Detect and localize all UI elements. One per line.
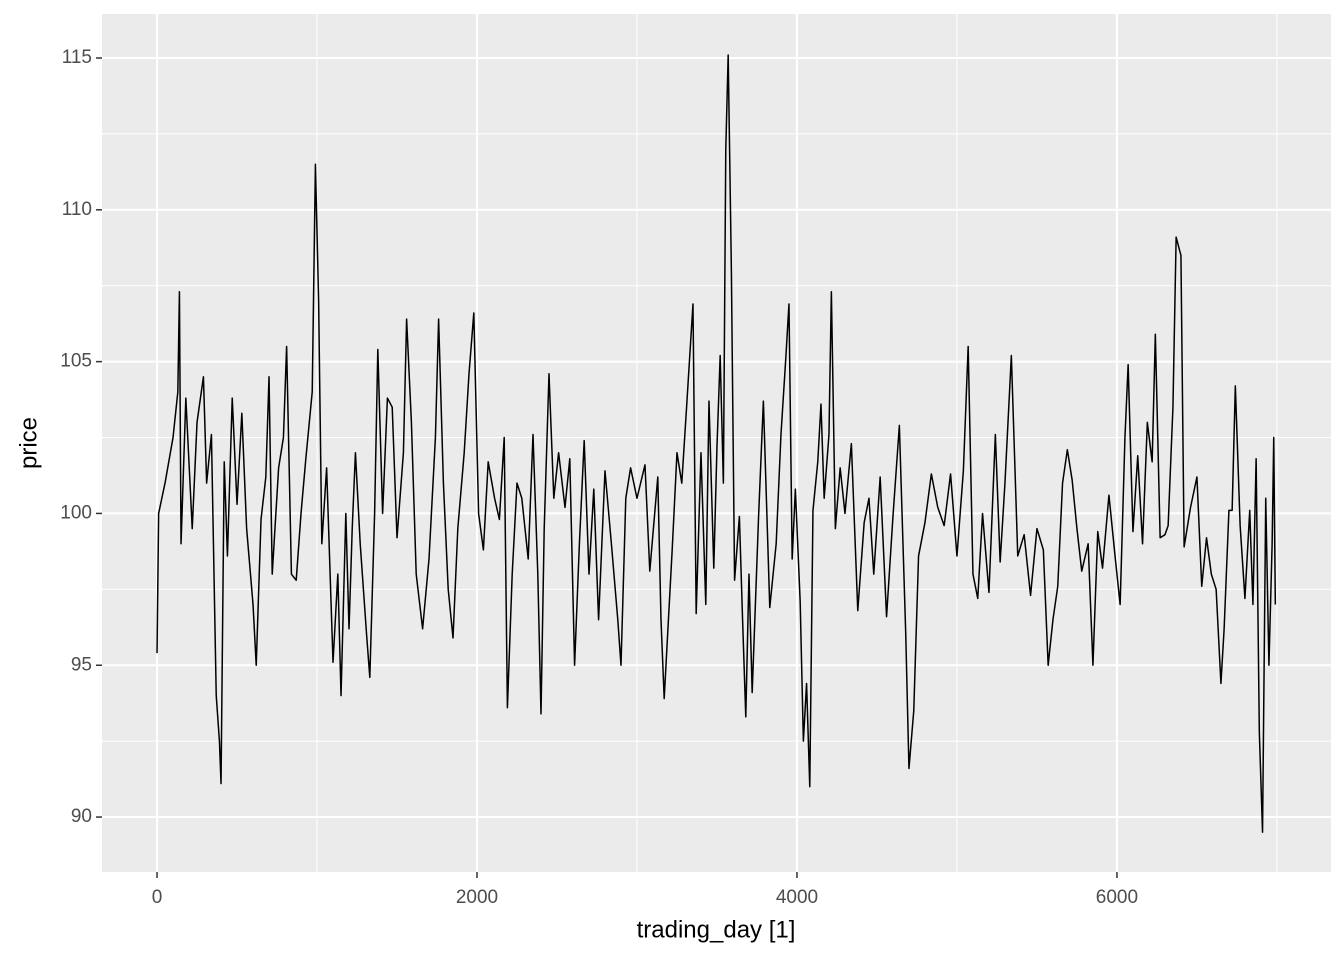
x-tick-label: 0 — [152, 887, 163, 908]
x-tick-label: 4000 — [776, 887, 818, 908]
x-axis-title: trading_day [1] — [637, 916, 796, 943]
y-tick-label: 100 — [60, 502, 92, 523]
x-tick-label: 2000 — [456, 887, 498, 908]
price-line — [156, 54, 1277, 833]
marks — [156, 54, 1277, 833]
x-tick-label: 6000 — [1096, 887, 1138, 908]
y-tick-label: 110 — [62, 199, 92, 220]
y-tick-label: 105 — [60, 351, 92, 372]
y-tick-label: 90 — [71, 806, 92, 827]
y-axis-title: price — [15, 417, 42, 469]
y-tick-label: 95 — [71, 654, 92, 675]
y-tick-label: 115 — [62, 47, 92, 68]
